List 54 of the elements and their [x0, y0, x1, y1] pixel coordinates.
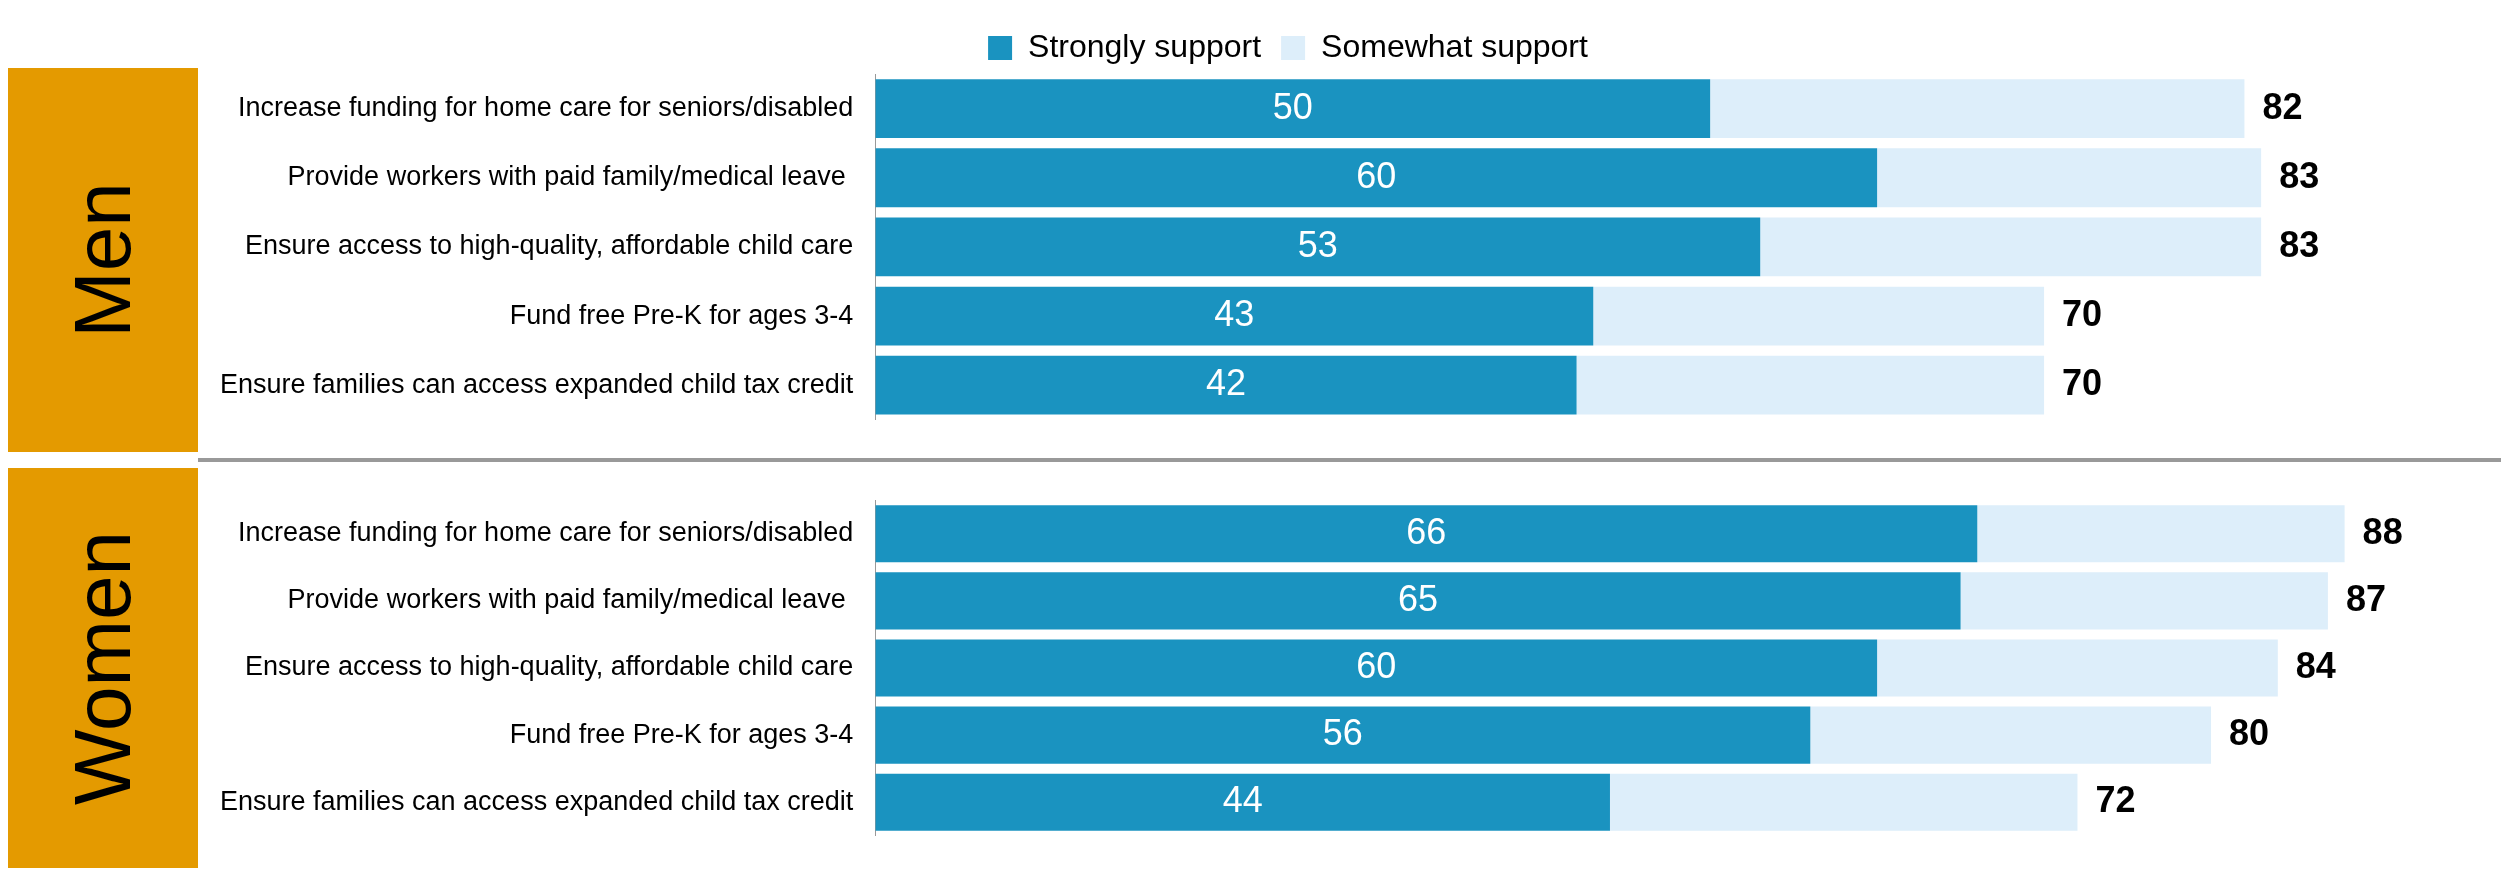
- total-label: 84: [2295, 644, 2336, 686]
- total-label: 72: [2095, 779, 2136, 821]
- bar: [1877, 148, 2262, 208]
- bar: [875, 505, 1978, 563]
- bar: [875, 217, 1761, 277]
- y-tick-label: Fund free Pre-K for ages 3-4: [509, 718, 854, 749]
- y-axis-title: Men: [57, 182, 148, 338]
- bar: [875, 639, 1878, 697]
- bar: [1877, 639, 2278, 697]
- data-label: 43: [1214, 292, 1255, 334]
- y-tick-label: Increase funding for home care for seniors/disabled: [237, 92, 854, 123]
- bar: [1960, 572, 2328, 630]
- y-tick-label: Fund free Pre-K for ages 3-4: [509, 299, 854, 330]
- y-tick-label: Ensure families can access expanded child tax credit: [220, 785, 854, 816]
- bar: [1810, 706, 2212, 764]
- total-label: 88: [2362, 510, 2403, 552]
- y-tick-label: Increase funding for home care for seniors/disabled: [237, 517, 854, 548]
- total-label: 83: [2279, 223, 2320, 265]
- total-label: 70: [2062, 292, 2103, 334]
- bar: [875, 773, 1610, 831]
- legend-label: Strongly support: [1028, 27, 1262, 64]
- legend-label: Somewhat support: [1321, 27, 1589, 64]
- data-label: 60: [1356, 154, 1397, 196]
- total-label: 70: [2062, 362, 2103, 404]
- total-label: 82: [2262, 85, 2303, 127]
- y-axis-title: Women: [57, 530, 148, 806]
- data-label: 66: [1406, 510, 1447, 552]
- bar: [1576, 355, 2045, 415]
- total-label: 83: [2279, 154, 2320, 196]
- data-label: 56: [1322, 712, 1363, 754]
- y-tick-label: Ensure families can access expanded child tax credit: [220, 368, 854, 399]
- data-label: 60: [1356, 644, 1397, 686]
- bar: [875, 148, 1878, 208]
- y-tick-label: Provide workers with paid family/medical leave: [287, 161, 854, 192]
- data-label: 50: [1272, 85, 1313, 127]
- y-tick-label: Provide workers with paid family/medical leave: [287, 584, 854, 615]
- data-label: 42: [1205, 362, 1246, 404]
- data-label: 44: [1222, 779, 1263, 821]
- y-tick-label: Ensure access to high-quality, affordable child care: [244, 230, 854, 261]
- total-label: 80: [2229, 712, 2270, 754]
- bar: [875, 286, 1594, 346]
- y-tick-label: Ensure access to high-quality, affordable child care: [244, 651, 854, 682]
- bar: [875, 79, 1711, 138]
- data-label: 53: [1297, 223, 1338, 265]
- bar: [875, 572, 1961, 630]
- bar: [1760, 217, 2262, 277]
- bar: [1593, 286, 2045, 346]
- data-label: 65: [1397, 577, 1438, 619]
- total-label: 87: [2345, 577, 2386, 619]
- bar: [1609, 773, 2078, 831]
- bar: [1710, 79, 2245, 138]
- bar: [875, 355, 1577, 415]
- bar: [875, 706, 1811, 764]
- bar: [1977, 505, 2345, 563]
